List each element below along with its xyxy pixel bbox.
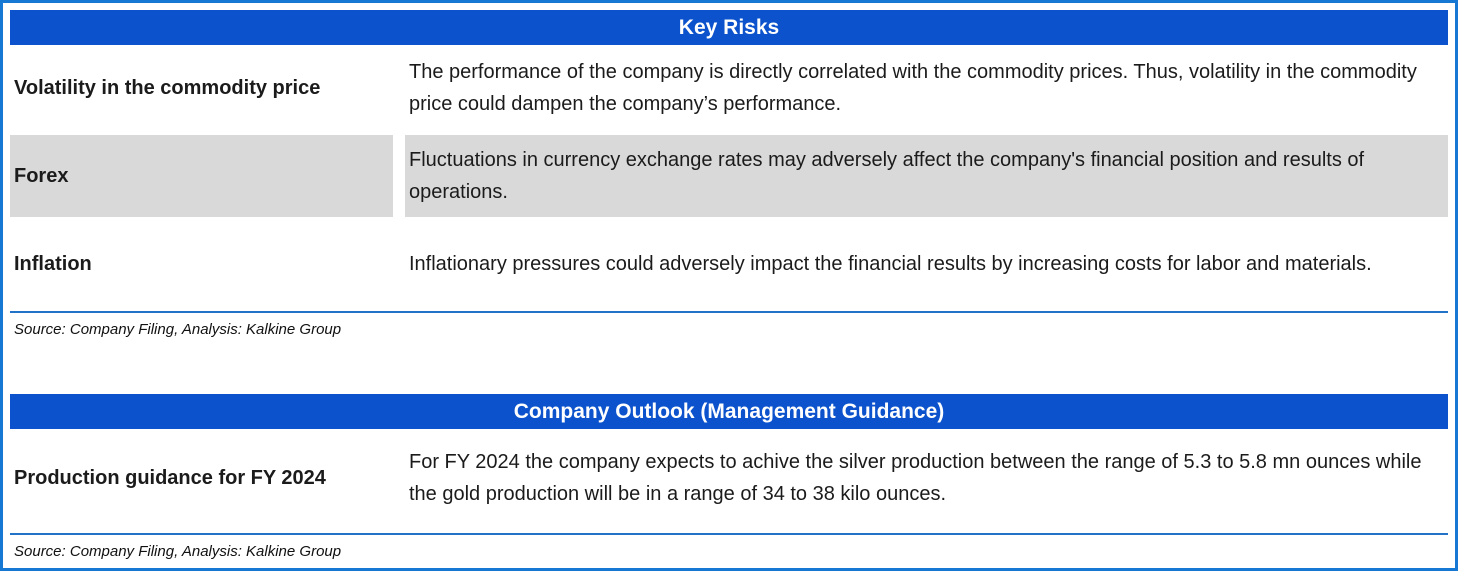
risk-description-inflation: Inflationary pressures could adversely i… [409, 253, 1372, 275]
risk-description-volatility: The performance of the company is direct… [409, 61, 1417, 115]
divider-rule [10, 311, 1448, 313]
column-gap [393, 223, 405, 305]
source-note: Source: Company Filing, Analysis: Kalkin… [14, 543, 342, 560]
table-row: Forex Fluctuations in currency exchange … [10, 135, 1448, 217]
risk-label-forex: Forex [10, 135, 393, 217]
column-gap [393, 47, 405, 129]
key-risks-section: Key Risks Volatility in the commodity pr… [10, 10, 1448, 344]
column-gap [393, 135, 405, 217]
key-risks-header: Key Risks [10, 10, 1448, 45]
outlook-description-production-guidance: For FY 2024 the company expects to achiv… [409, 451, 1422, 505]
column-gap [393, 431, 405, 525]
table-row: Inflation Inflationary pressures could a… [10, 223, 1448, 305]
risk-label-inflation: Inflation [14, 252, 92, 275]
table-row: Production guidance for FY 2024 For FY 2… [10, 431, 1448, 525]
source-note: Source: Company Filing, Analysis: Kalkin… [14, 321, 342, 338]
outlook-label-production-guidance: Production guidance for FY 2024 [14, 466, 326, 489]
risk-label-volatility: Volatility in the commodity price [14, 76, 321, 99]
table-row: Volatility in the commodity price The pe… [10, 47, 1448, 129]
company-outlook-header: Company Outlook (Management Guidance) [10, 394, 1448, 429]
risk-description-forex: Fluctuations in currency exchange rates … [405, 135, 1448, 217]
company-outlook-section: Company Outlook (Management Guidance) Pr… [10, 394, 1448, 566]
divider-rule [10, 533, 1448, 535]
